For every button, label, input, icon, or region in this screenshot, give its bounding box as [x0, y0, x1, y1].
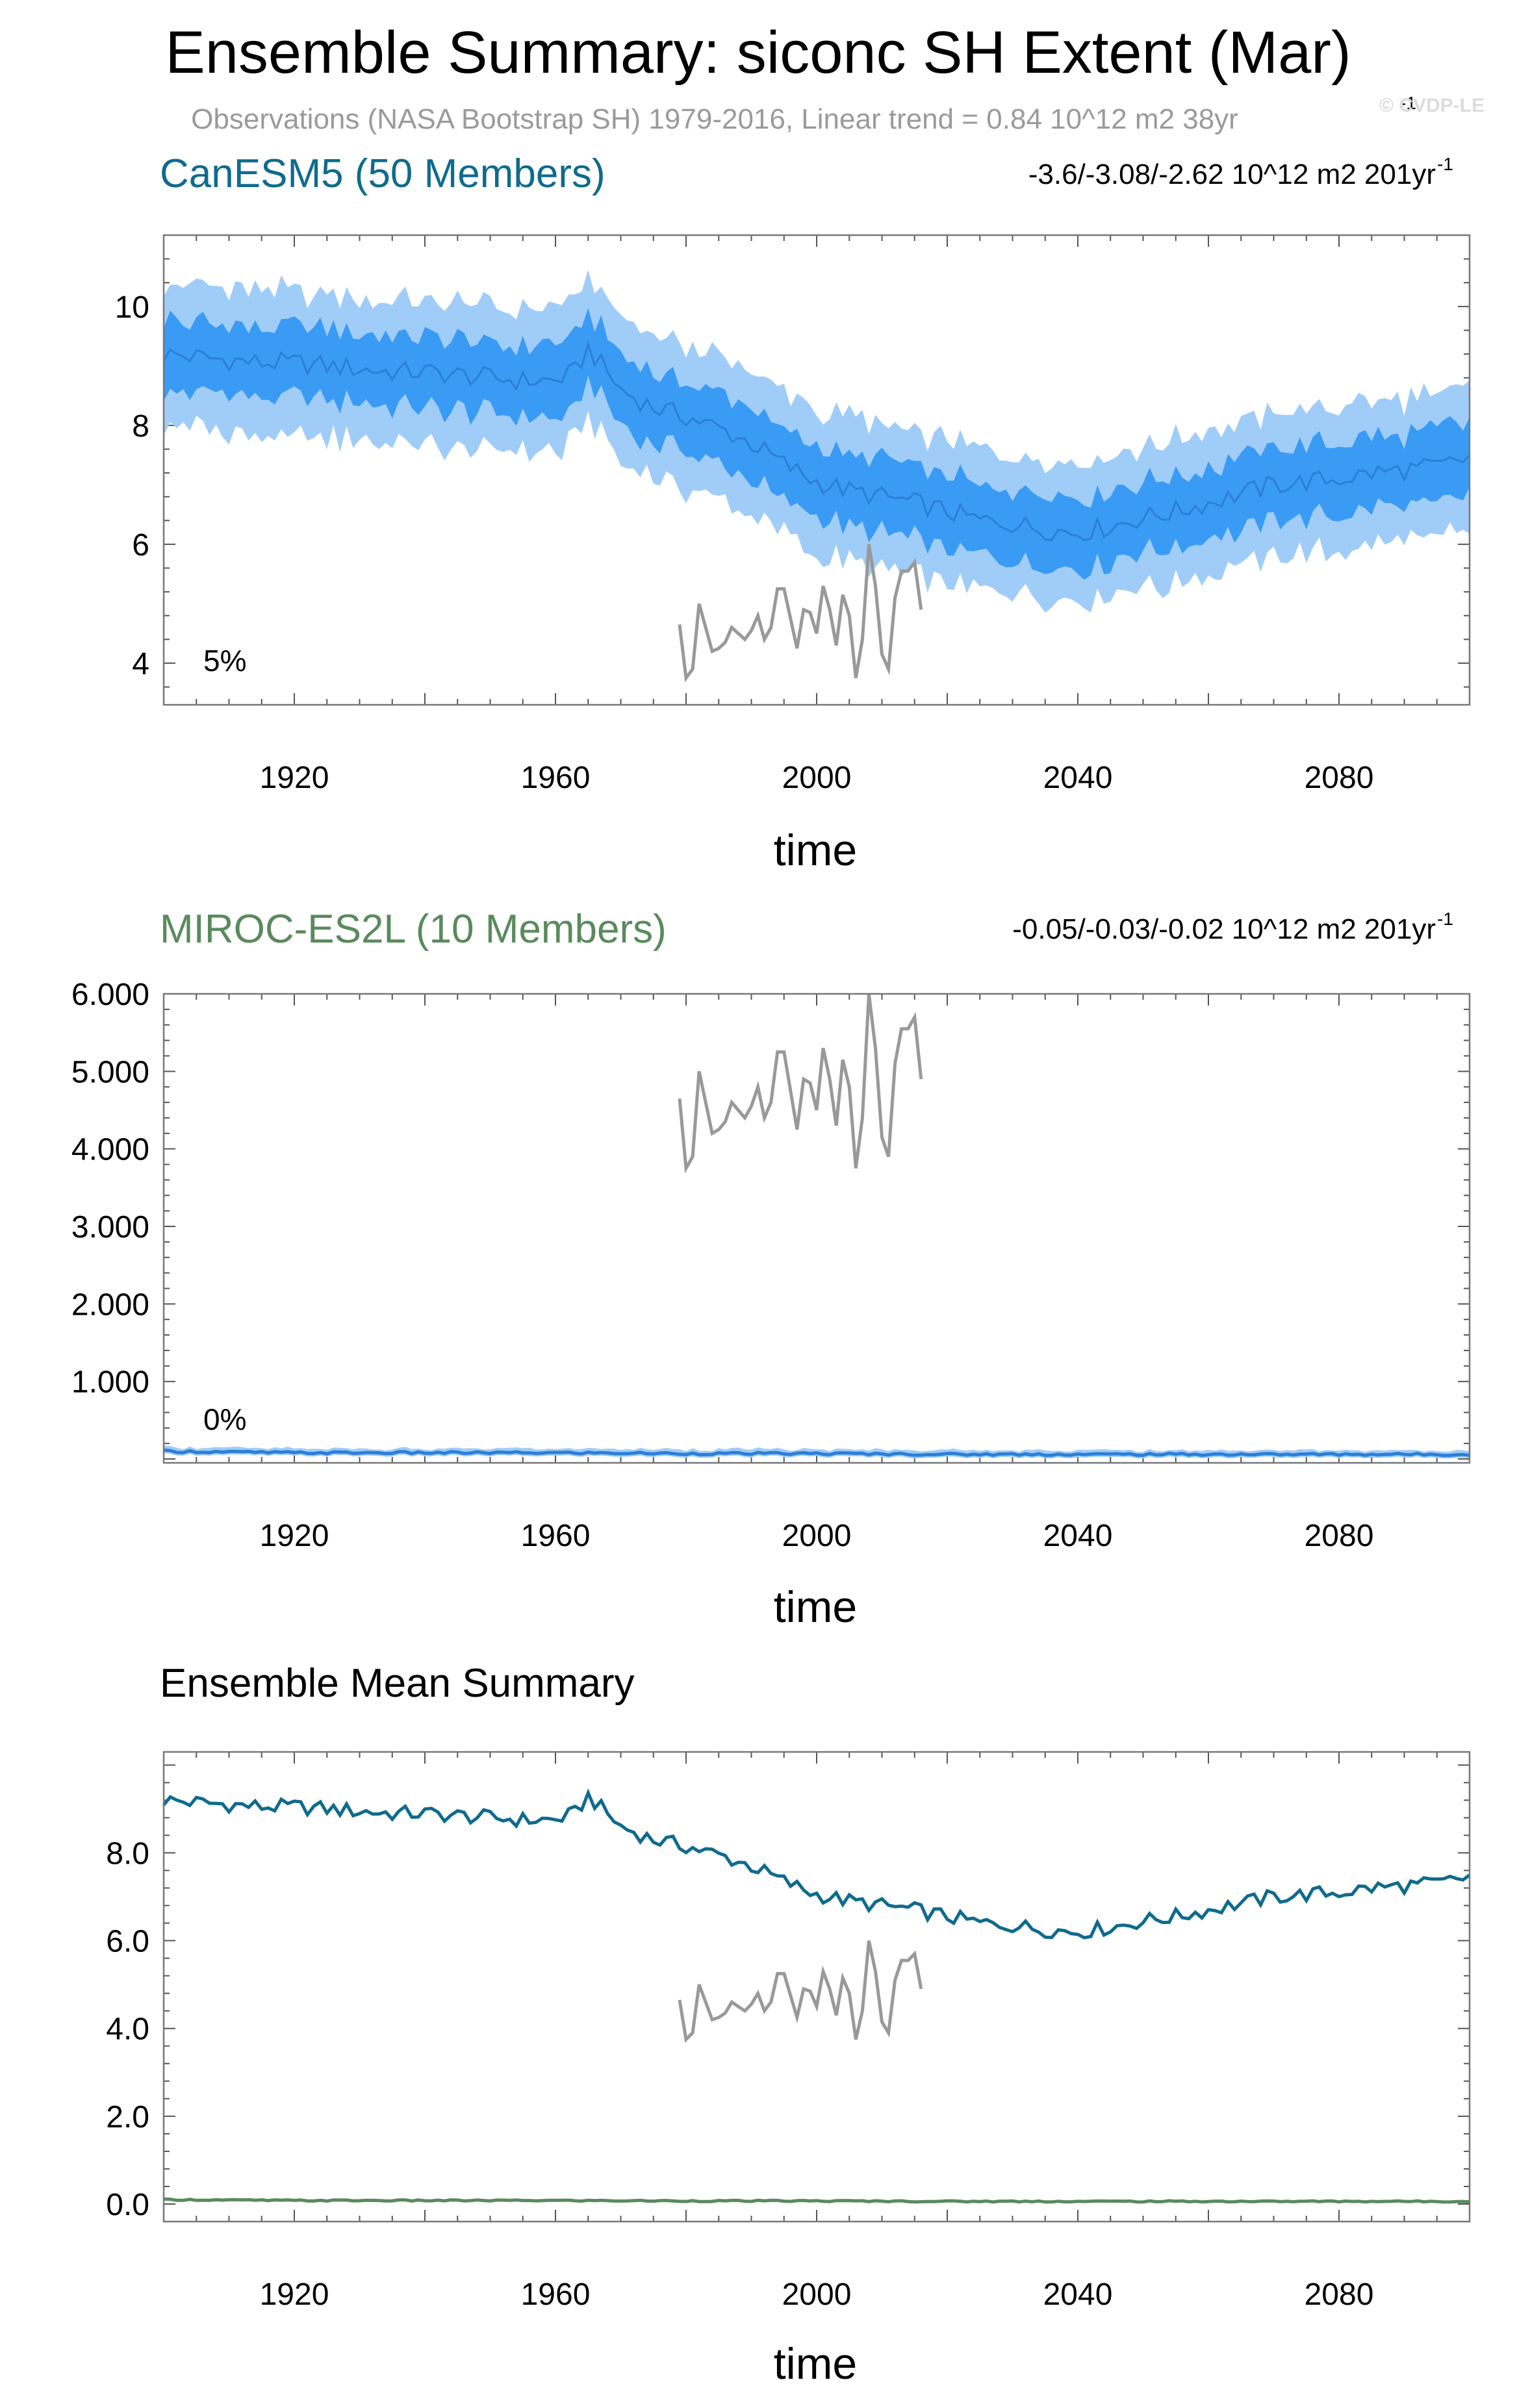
figure-subtitle-exponent: -1 — [1400, 93, 1416, 113]
canesm5-plot-area: 4 6 8 10 1920 1960 2000 2040 2080 — [115, 234, 1471, 795]
canesm5-mean-series-line — [162, 1788, 1471, 1940]
watermark: © CVDP-LE — [1379, 95, 1485, 116]
ensemble-mean-x-axis-label: time — [774, 2339, 857, 2389]
figure-subtitle: Observations (NASA Bootstrap SH) 1979-20… — [191, 103, 1238, 135]
miroc-xtick-label: 2080 — [1305, 1519, 1374, 1553]
miroc-trend-exponent: -1 — [1437, 909, 1453, 929]
ensemble-mean-ytick-label: 2.0 — [106, 2100, 149, 2135]
miroc-xtick-label: 2000 — [782, 1519, 852, 1553]
miroc-trend-text: -0.05/-0.03/-0.02 10^12 m2 201yr — [1012, 913, 1436, 945]
miroc-xtick-label: 1920 — [260, 1519, 329, 1553]
ensemble-mean-ytick-label: 6.0 — [106, 1925, 149, 1959]
miroc-xtick-label: 1960 — [521, 1519, 591, 1553]
miroc-frame — [162, 993, 1471, 1464]
ensemble-mean-ytick-label: 4.0 — [106, 2012, 149, 2047]
miroc-x-axis-label: time — [774, 1582, 857, 1632]
miroc-ensemble-mean-line — [163, 1448, 1470, 1458]
miroc-model-label: MIROC-ES2L (10 Members) — [160, 907, 667, 952]
miroc-es2l-panel: MIROC-ES2L (10 Members) -0.05/-0.03/-0.0… — [71, 907, 1471, 1632]
canesm5-x-axis-label: time — [774, 826, 857, 875]
canesm5-ytick-label: 8 — [132, 409, 149, 444]
canesm5-panel: CanESM5 (50 Members) -3.6/-3.08/-2.62 10… — [115, 151, 1471, 875]
ensemble-mean-xtick-label: 2040 — [1043, 2277, 1113, 2312]
figure-title: Ensemble Summary: siconc SH Extent (Mar) — [165, 19, 1351, 86]
miroc-ytick-label: 5.000 — [71, 1055, 149, 1089]
canesm5-xtick-label: 1960 — [521, 761, 591, 795]
canesm5-inner-band — [164, 308, 1470, 580]
miroc-ytick-label: 6.000 — [71, 978, 149, 1012]
miroc-observations-line — [678, 993, 923, 1174]
canesm5-trend-exponent: -1 — [1437, 154, 1453, 174]
ensemble-mean-plot-area: 0.0 2.0 4.0 6.0 8.0 1920 1960 2000 2040 2080 — [106, 1751, 1471, 2312]
canesm5-percent-label: 5% — [203, 644, 246, 678]
canesm5-xtick-label: 2040 — [1043, 761, 1113, 795]
ensemble-mean-xtick-label: 2080 — [1305, 2277, 1374, 2312]
ensemble-mean-panel: Ensemble Mean Summary 0.0 2.0 4.0 6.0 8.0 192… — [106, 1661, 1471, 2389]
ensemble-mean-ytick-label: 8.0 — [106, 1836, 149, 1871]
miroc-plot-area: 1.000 2.000 3.000 4.000 5.000 6.000 1920 1960 20… — [71, 978, 1471, 1553]
miroc-ytick-label: 2.000 — [71, 1287, 149, 1322]
canesm5-ytick-label: 10 — [115, 290, 149, 325]
miroc-ytick-label: 4.000 — [71, 1133, 149, 1167]
ensemble-mean-ytick-label: 0.0 — [106, 2188, 149, 2222]
canesm5-xtick-label: 2080 — [1305, 761, 1374, 795]
canesm5-model-label: CanESM5 (50 Members) — [160, 151, 606, 196]
ensemble-mean-frame — [162, 1751, 1471, 2223]
ensemble-mean-xtick-label: 1960 — [521, 2277, 591, 2312]
canesm5-xtick-label: 1920 — [260, 761, 329, 795]
ensemble-mean-title: Ensemble Mean Summary — [160, 1661, 635, 1706]
miroc-xtick-label: 2040 — [1043, 1519, 1113, 1553]
canesm5-frame — [162, 234, 1471, 706]
canesm5-trend-text: -3.6/-3.08/-2.62 10^12 m2 201yr — [1028, 158, 1436, 190]
ensemble-mean-xtick-label: 1920 — [260, 2277, 329, 2312]
canesm5-ensemble-mean-line — [162, 340, 1471, 542]
canesm5-ytick-label: 4 — [132, 647, 149, 681]
canesm5-xtick-label: 2000 — [782, 761, 852, 795]
ensemble-mean-xtick-label: 2000 — [782, 2277, 852, 2312]
miroc-mean-series-line — [163, 2197, 1470, 2204]
miroc-ytick-label: 1.000 — [71, 1365, 149, 1400]
miroc-ytick-label: 3.000 — [71, 1210, 149, 1245]
observations-series-line — [678, 1940, 923, 2043]
miroc-percent-label: 0% — [203, 1402, 246, 1436]
canesm5-ytick-label: 6 — [132, 528, 149, 563]
canesm5-observations-line — [678, 544, 923, 683]
